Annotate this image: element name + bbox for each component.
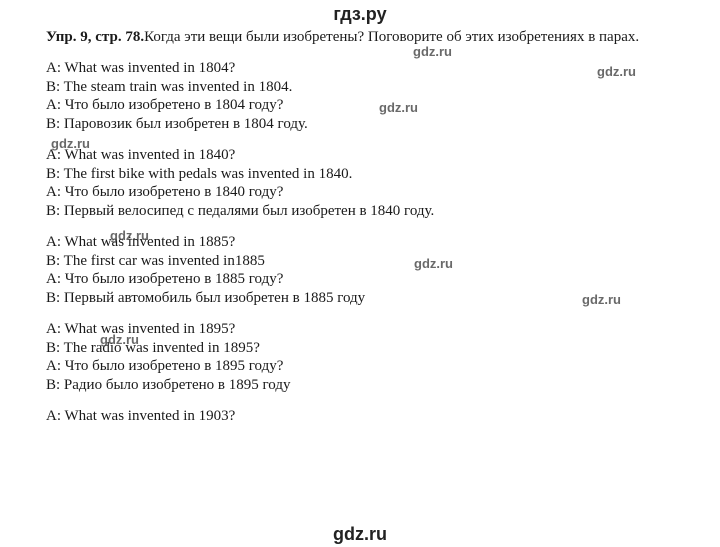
dialog-line: A: What was invented in 1895? xyxy=(46,320,674,339)
dialog-line: B: The steam train was invented in 1804. xyxy=(46,78,674,97)
tail-block: A: What was invented in 1903? xyxy=(46,407,674,426)
dialog-line: A: Что было изобретено в 1885 году? xyxy=(46,270,674,289)
dialog-line: B: The radio was invented in 1895? xyxy=(46,339,674,358)
dialog-block-1: A: What was invented in 1804? B: The ste… xyxy=(46,59,674,134)
exercise-ref: Упр. 9, стр. 78. xyxy=(46,29,144,45)
dialog-line: B: The first bike with pedals was invent… xyxy=(46,165,674,184)
dialog-block-2: A: What was invented in 1840? B: The fir… xyxy=(46,146,674,221)
dialog-line: A: What was invented in 1840? xyxy=(46,146,674,165)
dialog-line: A: Что было изобретено в 1804 году? xyxy=(46,96,674,115)
dialog-line: B: Радио было изобретено в 1895 году xyxy=(46,376,674,395)
intro-paragraph: Упр. 9, стр. 78.Когда эти вещи были изоб… xyxy=(46,28,674,47)
dialog-line: B: Паровозик был изобретен в 1804 году. xyxy=(46,115,674,134)
dialog-block-3: A: What was invented in 1885? B: The fir… xyxy=(46,233,674,308)
dialog-line: B: Первый велосипед с педалями был изобр… xyxy=(46,202,674,221)
intro-text: Когда эти вещи были изобретены? Поговори… xyxy=(144,29,639,45)
document-content: Упр. 9, стр. 78.Когда эти вещи были изоб… xyxy=(0,0,720,426)
dialog-line: A: What was invented in 1903? xyxy=(46,407,674,426)
dialog-line: A: Что было изобретено в 1840 году? xyxy=(46,183,674,202)
dialog-line: B: Первый автомобиль был изобретен в 188… xyxy=(46,289,674,308)
bottom-logo: gdz.ru xyxy=(0,524,720,545)
dialog-line: B: The first car was invented in1885 xyxy=(46,252,674,271)
dialog-line: A: What was invented in 1804? xyxy=(46,59,674,78)
dialog-line: A: Что было изобретено в 1895 году? xyxy=(46,357,674,376)
dialog-line: A: What was invented in 1885? xyxy=(46,233,674,252)
dialog-block-4: A: What was invented in 1895? B: The rad… xyxy=(46,320,674,395)
